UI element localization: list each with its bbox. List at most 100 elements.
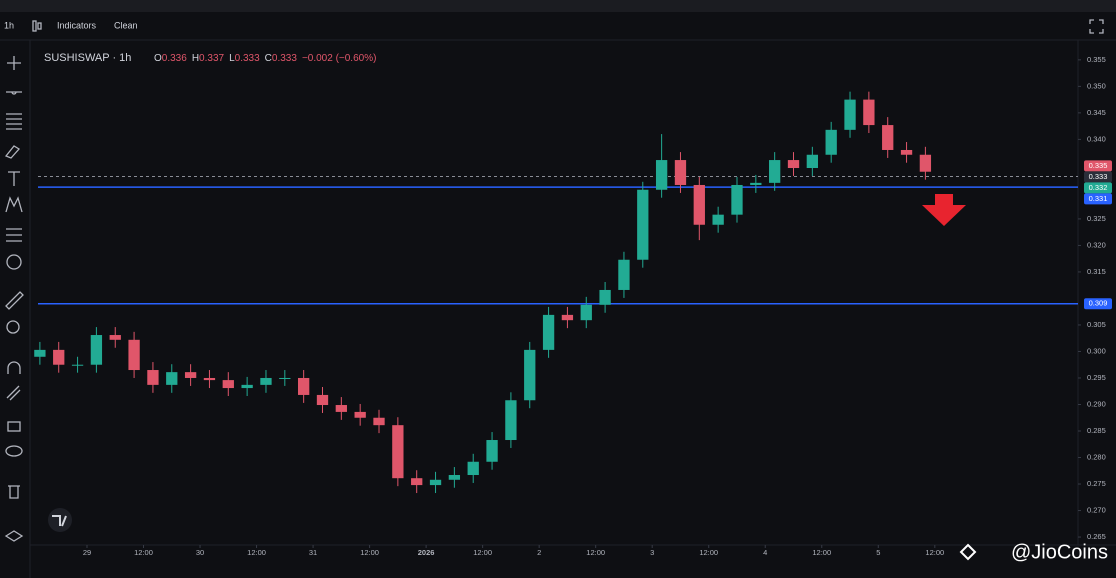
price-tag-label: 0.332 xyxy=(1089,183,1108,192)
crosshair-tool[interactable] xyxy=(7,56,21,70)
watermark: @JioCoins xyxy=(1011,541,1108,563)
zoom-tool[interactable] xyxy=(6,320,20,334)
candle-body xyxy=(900,149,913,155)
y-tick-label: 0.325 xyxy=(1087,214,1106,223)
fullscreen-icon[interactable] xyxy=(1089,19,1104,34)
indicators-button[interactable]: Indicators xyxy=(57,20,97,30)
watermark-logo xyxy=(959,543,977,561)
delete-tool[interactable] xyxy=(8,485,20,499)
indicator-icon[interactable] xyxy=(32,20,42,32)
candle-body xyxy=(316,394,329,406)
candle-body xyxy=(429,479,442,486)
drawing-toolbar xyxy=(4,56,24,542)
y-tick-label: 0.280 xyxy=(1087,452,1106,461)
candle-body xyxy=(260,377,272,385)
x-tick-label: 31 xyxy=(309,548,317,557)
x-tick-label: 2026 xyxy=(418,548,435,557)
candle-body xyxy=(90,335,103,365)
object-tree-tool[interactable] xyxy=(4,530,24,542)
candle-body xyxy=(222,380,234,389)
candle-body xyxy=(241,384,253,389)
y-tick-label: 0.340 xyxy=(1087,134,1106,143)
candle-body xyxy=(637,189,649,260)
lock-tool[interactable] xyxy=(7,421,21,432)
y-tick-label: 0.285 xyxy=(1087,426,1106,435)
price-tag xyxy=(1084,193,1112,205)
tv-logo xyxy=(48,508,72,532)
candle-body xyxy=(467,461,479,476)
candle-body xyxy=(580,304,592,321)
x-tick-label: 3 xyxy=(650,548,654,557)
candle-body xyxy=(335,405,347,412)
candle-body xyxy=(486,440,498,462)
candle-body xyxy=(166,372,178,385)
down-arrow xyxy=(922,194,966,226)
candle-body xyxy=(505,400,517,441)
y-tick-label: 0.300 xyxy=(1087,346,1106,355)
ruler-tool[interactable] xyxy=(5,291,24,310)
symbol-title: SUSHISWAP · 1h xyxy=(44,52,131,64)
y-tick-label: 0.320 xyxy=(1087,240,1106,249)
x-tick-label: 12:00 xyxy=(360,548,379,557)
candle-body xyxy=(750,182,762,185)
candle-body xyxy=(561,314,574,321)
magnet-tool[interactable] xyxy=(7,361,21,374)
candle-body xyxy=(184,372,197,378)
visibility-tool[interactable] xyxy=(5,445,23,457)
candle-body xyxy=(524,349,536,401)
timeframe-button[interactable]: 1h xyxy=(4,20,14,30)
pattern-tool[interactable] xyxy=(5,196,23,213)
candle-body xyxy=(128,339,140,371)
x-tick-label: 5 xyxy=(876,548,880,557)
ohlc-label: H xyxy=(192,53,199,64)
y-tick-label: 0.265 xyxy=(1087,532,1106,541)
clean-button[interactable]: Clean xyxy=(114,20,138,30)
candle-body xyxy=(373,417,385,426)
emoji-tool[interactable] xyxy=(6,254,22,270)
x-tick-label: 12:00 xyxy=(699,548,718,557)
candle-body xyxy=(34,349,46,357)
x-tick-label: 12:00 xyxy=(812,548,831,557)
candle-body xyxy=(693,184,705,225)
y-tick-label: 0.305 xyxy=(1087,320,1106,329)
text-tool[interactable] xyxy=(8,171,20,186)
ohlc-label: O xyxy=(154,53,162,64)
candle-body xyxy=(618,259,630,290)
stay-drawing-tool[interactable] xyxy=(6,385,21,401)
x-tick-label: 4 xyxy=(763,548,767,557)
y-tick-label: 0.315 xyxy=(1087,267,1106,276)
trendline-tool[interactable] xyxy=(6,91,22,95)
price-tag-label: 0.309 xyxy=(1089,299,1108,308)
y-tick-label: 0.270 xyxy=(1087,506,1106,515)
x-tick-label: 2 xyxy=(537,548,541,557)
x-tick-label: 12:00 xyxy=(247,548,266,557)
price-tag xyxy=(1084,182,1112,194)
ohlc-change: −0.002 (−0.60%) xyxy=(302,53,377,64)
forecast-tool[interactable] xyxy=(6,228,22,242)
candle-body xyxy=(53,349,65,365)
candle-body xyxy=(411,478,423,486)
candle-body xyxy=(392,425,404,479)
candle-body xyxy=(674,160,687,185)
candle-body xyxy=(542,314,555,350)
candle-body xyxy=(71,364,84,366)
candle-body xyxy=(844,99,856,130)
background xyxy=(0,12,1116,578)
y-tick-label: 0.275 xyxy=(1087,479,1106,488)
candle-body xyxy=(655,160,668,190)
price-tag-label: 0.335 xyxy=(1089,161,1108,170)
fib-tool[interactable] xyxy=(6,113,22,130)
x-tick-label: 12:00 xyxy=(925,548,944,557)
top-strip xyxy=(0,0,1116,12)
candle-body xyxy=(279,377,291,379)
brush-tool[interactable] xyxy=(4,145,21,159)
x-tick-label: 12:00 xyxy=(586,548,605,557)
candle-body xyxy=(731,184,743,215)
y-tick-label: 0.350 xyxy=(1087,81,1106,90)
x-tick-label: 12:00 xyxy=(473,548,492,557)
candle-body xyxy=(448,475,461,480)
candle-body xyxy=(806,154,818,169)
price-tag xyxy=(1084,298,1112,310)
y-tick-label: 0.355 xyxy=(1087,55,1106,64)
